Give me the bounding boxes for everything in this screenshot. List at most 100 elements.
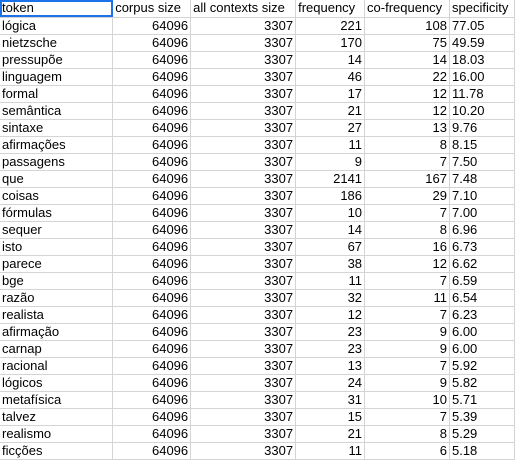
cell-corpus-size[interactable]: 64096 [112, 136, 192, 154]
cell-token[interactable]: passagens [0, 153, 114, 171]
cell-corpus-size[interactable]: 64096 [112, 187, 192, 205]
cell-co-frequency[interactable]: 7 [364, 408, 450, 426]
cell-frequency[interactable]: 221 [295, 17, 366, 35]
cell-token[interactable]: racional [0, 357, 114, 375]
cell-co-frequency[interactable]: 10 [364, 391, 450, 409]
cell-frequency[interactable]: 46 [295, 68, 366, 86]
cell-corpus-size[interactable]: 64096 [112, 119, 192, 137]
cell-all-contexts-size[interactable]: 3307 [190, 204, 297, 222]
cell-corpus-size[interactable]: 64096 [112, 442, 192, 460]
cell-all-contexts-size[interactable]: 3307 [190, 51, 297, 69]
cell-co-frequency[interactable]: 12 [364, 255, 450, 273]
cell-co-frequency[interactable]: 9 [364, 340, 450, 358]
cell-all-contexts-size[interactable]: 3307 [190, 136, 297, 154]
cell-corpus-size[interactable]: 64096 [112, 51, 192, 69]
cell-frequency[interactable]: 12 [295, 306, 366, 324]
cell-all-contexts-size[interactable]: 3307 [190, 408, 297, 426]
cell-specificity[interactable]: 5.18 [449, 442, 515, 460]
cell-corpus-size[interactable]: 64096 [112, 153, 192, 171]
cell-specificity[interactable]: 6.62 [449, 255, 515, 273]
cell-co-frequency[interactable]: 12 [364, 102, 450, 120]
cell-frequency[interactable]: 24 [295, 374, 366, 392]
cell-frequency[interactable]: 11 [295, 442, 366, 460]
cell-co-frequency[interactable]: 6 [364, 442, 450, 460]
cell-token[interactable]: lógica [0, 17, 114, 35]
cell-corpus-size[interactable]: 64096 [112, 272, 192, 290]
cell-all-contexts-size[interactable]: 3307 [190, 17, 297, 35]
cell-co-frequency[interactable]: 14 [364, 51, 450, 69]
cell-specificity[interactable]: 6.73 [449, 238, 515, 256]
cell-corpus-size[interactable]: 64096 [112, 340, 192, 358]
cell-frequency[interactable]: 13 [295, 357, 366, 375]
cell-co-frequency[interactable]: 7 [364, 153, 450, 171]
cell-corpus-size[interactable]: 64096 [112, 85, 192, 103]
cell-token[interactable]: parece [0, 255, 114, 273]
cell-all-contexts-size[interactable]: 3307 [190, 340, 297, 358]
cell-specificity[interactable]: 6.59 [449, 272, 515, 290]
cell-all-contexts-size[interactable]: 3307 [190, 85, 297, 103]
cell-co-frequency[interactable]: 8 [364, 136, 450, 154]
cell-specificity[interactable]: 6.00 [449, 323, 515, 341]
header-cell-frequency[interactable]: frequency [295, 0, 366, 18]
cell-all-contexts-size[interactable]: 3307 [190, 170, 297, 188]
cell-corpus-size[interactable]: 64096 [112, 425, 192, 443]
cell-frequency[interactable]: 21 [295, 425, 366, 443]
cell-frequency[interactable]: 10 [295, 204, 366, 222]
cell-all-contexts-size[interactable]: 3307 [190, 289, 297, 307]
cell-frequency[interactable]: 23 [295, 340, 366, 358]
header-cell-specificity[interactable]: specificity [449, 0, 515, 18]
cell-co-frequency[interactable]: 7 [364, 306, 450, 324]
cell-corpus-size[interactable]: 64096 [112, 170, 192, 188]
cell-all-contexts-size[interactable]: 3307 [190, 374, 297, 392]
cell-token[interactable]: coisas [0, 187, 114, 205]
cell-frequency[interactable]: 14 [295, 51, 366, 69]
cell-token[interactable]: lógicos [0, 374, 114, 392]
cell-frequency[interactable]: 11 [295, 272, 366, 290]
cell-token[interactable]: afirmações [0, 136, 114, 154]
cell-corpus-size[interactable]: 64096 [112, 391, 192, 409]
cell-frequency[interactable]: 186 [295, 187, 366, 205]
cell-frequency[interactable]: 170 [295, 34, 366, 52]
cell-frequency[interactable]: 67 [295, 238, 366, 256]
cell-token[interactable]: metafísica [0, 391, 114, 409]
cell-specificity[interactable]: 5.82 [449, 374, 515, 392]
cell-all-contexts-size[interactable]: 3307 [190, 102, 297, 120]
cell-token[interactable]: carnap [0, 340, 114, 358]
cell-specificity[interactable]: 6.23 [449, 306, 515, 324]
cell-token[interactable]: sequer [0, 221, 114, 239]
cell-specificity[interactable]: 10.20 [449, 102, 515, 120]
cell-all-contexts-size[interactable]: 3307 [190, 34, 297, 52]
cell-co-frequency[interactable]: 12 [364, 85, 450, 103]
cell-token[interactable]: fórmulas [0, 204, 114, 222]
cell-co-frequency[interactable]: 16 [364, 238, 450, 256]
cell-token[interactable]: talvez [0, 408, 114, 426]
cell-corpus-size[interactable]: 64096 [112, 323, 192, 341]
cell-frequency[interactable]: 2141 [295, 170, 366, 188]
cell-specificity[interactable]: 6.54 [449, 289, 515, 307]
cell-co-frequency[interactable]: 13 [364, 119, 450, 137]
cell-specificity[interactable]: 49.59 [449, 34, 515, 52]
cell-co-frequency[interactable]: 7 [364, 357, 450, 375]
cell-co-frequency[interactable]: 75 [364, 34, 450, 52]
cell-token[interactable]: ficções [0, 442, 114, 460]
cell-all-contexts-size[interactable]: 3307 [190, 323, 297, 341]
cell-co-frequency[interactable]: 29 [364, 187, 450, 205]
cell-specificity[interactable]: 5.92 [449, 357, 515, 375]
cell-all-contexts-size[interactable]: 3307 [190, 272, 297, 290]
cell-token[interactable]: isto [0, 238, 114, 256]
cell-token[interactable]: realismo [0, 425, 114, 443]
cell-frequency[interactable]: 14 [295, 221, 366, 239]
cell-frequency[interactable]: 21 [295, 102, 366, 120]
cell-corpus-size[interactable]: 64096 [112, 357, 192, 375]
cell-co-frequency[interactable]: 22 [364, 68, 450, 86]
cell-all-contexts-size[interactable]: 3307 [190, 187, 297, 205]
cell-all-contexts-size[interactable]: 3307 [190, 442, 297, 460]
cell-co-frequency[interactable]: 108 [364, 17, 450, 35]
cell-co-frequency[interactable]: 9 [364, 323, 450, 341]
cell-all-contexts-size[interactable]: 3307 [190, 255, 297, 273]
cell-token[interactable]: que [0, 170, 114, 188]
cell-corpus-size[interactable]: 64096 [112, 34, 192, 52]
cell-token[interactable]: nietzsche [0, 34, 114, 52]
cell-token[interactable]: sintaxe [0, 119, 114, 137]
cell-all-contexts-size[interactable]: 3307 [190, 391, 297, 409]
